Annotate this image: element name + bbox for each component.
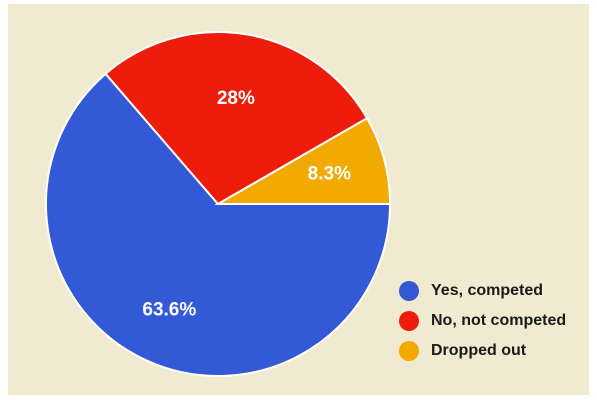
slice-yes-competed xyxy=(45,72,392,377)
legend-swatch xyxy=(399,281,419,301)
legend-label: Dropped out xyxy=(431,342,527,359)
legend-item-dropped-out: Dropped out xyxy=(399,336,566,366)
slice-label-dropped-out: 8.3% xyxy=(308,163,351,184)
legend-item-yes-competed: Yes, competed xyxy=(399,276,566,306)
slice-not-competed xyxy=(104,31,369,206)
legend: Yes, competed No, not competed Dropped o… xyxy=(399,276,566,366)
legend-item-not-competed: No, not competed xyxy=(399,306,566,336)
slice-dropped-out xyxy=(214,116,392,205)
chart-area: 63.6% 28% 8.3% Yes, competed No, not compe… xyxy=(8,4,589,395)
slice-label-yes-competed: 63.6% xyxy=(142,299,196,320)
pie-chart: 63.6% 28% 8.3% xyxy=(45,31,392,377)
legend-swatch xyxy=(399,341,419,361)
legend-label: Yes, competed xyxy=(431,282,544,299)
slice-label-not-competed: 28% xyxy=(217,88,255,109)
legend-swatch xyxy=(399,311,419,331)
legend-label: No, not competed xyxy=(431,312,567,329)
